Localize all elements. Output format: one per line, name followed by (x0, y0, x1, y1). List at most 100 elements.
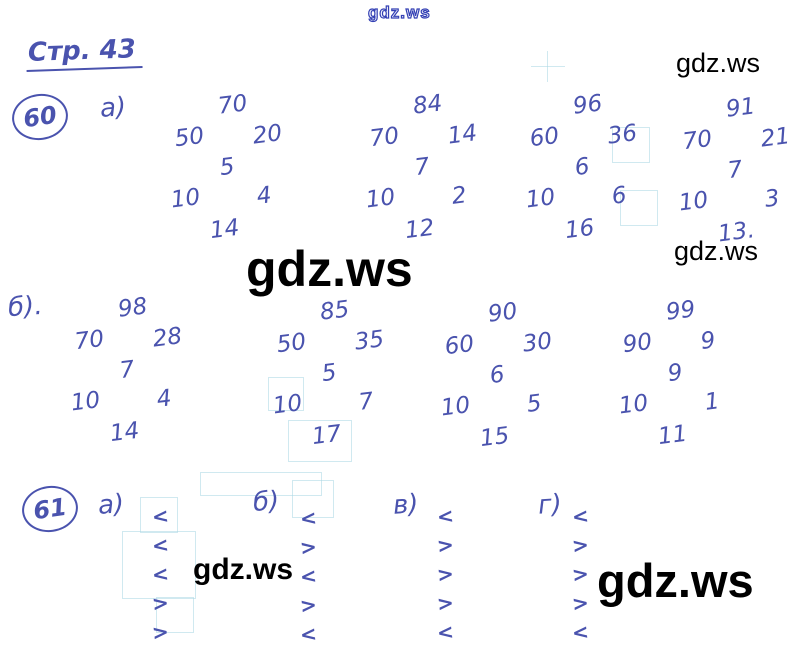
grid-fragment (156, 597, 194, 633)
exercise-61-col-g-label: г) (536, 489, 563, 521)
tree-top-number: 96 (571, 90, 604, 120)
tree-bottom-number: 15 (478, 422, 511, 453)
comparison-column-g: < > > > < (570, 502, 590, 647)
tree-left-addend: 10 (524, 184, 557, 214)
number-tree: 90 60 30 6 10 5 15 (427, 297, 582, 460)
grid-fragment (122, 531, 196, 599)
tree-left-addend: 10 (617, 390, 650, 420)
comparison-sign: < (570, 619, 590, 645)
watermark-top-center: gdz.ws (367, 2, 431, 22)
comparison-sign: > (435, 590, 455, 616)
tree-right-addend: 28 (151, 323, 184, 353)
watermark-middle-left: gdz.ws (246, 241, 413, 297)
comparison-sign: > (570, 532, 590, 558)
tree-left-addend: 50 (275, 328, 308, 359)
comparison-sign: < (435, 503, 455, 529)
tree-left-addend: 70 (368, 122, 401, 153)
tree-middle-number: 7 (726, 156, 745, 185)
number-tree: 70 50 20 5 10 4 14 (157, 89, 312, 252)
tree-right-addend: 4 (155, 385, 174, 413)
tree-middle-number: 9 (666, 359, 685, 388)
comparison-column-a: < < < > > (150, 502, 170, 647)
grid-fragment (531, 66, 565, 67)
exercise-61-col-a-label: а) (96, 489, 126, 521)
comparison-column-v: < > > > < (435, 502, 455, 647)
tree-right-addend: 36 (606, 120, 639, 150)
watermark-bottom-left: gdz.ws (193, 553, 294, 586)
comparison-sign: > (298, 534, 318, 560)
tree-bottom-number: 12 (403, 214, 436, 245)
tree-left-addend: 10 (364, 184, 397, 214)
number-tree: 96 60 36 6 10 6 16 (512, 89, 667, 252)
grid-fragment (620, 190, 658, 226)
tree-top-number: 99 (664, 296, 697, 326)
comparison-sign: > (435, 532, 455, 558)
tree-right-addend: 4 (255, 182, 274, 210)
grid-fragment (200, 472, 322, 496)
tree-left-addend: 10 (69, 387, 102, 417)
exercise-61-number: 61 (19, 482, 81, 536)
tree-right-addend: 35 (353, 326, 386, 356)
comparison-sign: > (150, 619, 170, 645)
grid-fragment (612, 127, 650, 163)
watermark-middle-right: gdz.ws (674, 236, 759, 266)
tree-bottom-number: 11 (656, 420, 689, 451)
comparison-sign: > (298, 592, 318, 618)
tree-right-addend: 21 (759, 123, 792, 153)
number-tree: 84 70 14 7 10 2 12 (352, 89, 507, 252)
tree-right-addend: 30 (521, 328, 554, 358)
grid-fragment (547, 51, 548, 82)
tree-middle-number: 5 (320, 359, 339, 388)
tree-right-addend: 6 (610, 182, 629, 210)
tree-right-addend: 7 (357, 388, 376, 416)
tree-right-addend: 20 (251, 120, 284, 150)
tree-right-addend: 3 (763, 185, 782, 213)
watermark-top-right: gdz.ws (676, 48, 761, 78)
page-title: Стр. 43 (25, 33, 143, 73)
tree-bottom-number: 16 (563, 214, 596, 245)
exercise-60-row-b-label: б). (6, 290, 44, 324)
tree-bottom-number: 14 (108, 417, 141, 448)
comparison-sign: < (298, 563, 318, 589)
tree-top-number: 98 (116, 293, 149, 323)
comparison-sign: < (150, 561, 170, 587)
tree-left-addend: 10 (677, 187, 710, 217)
tree-middle-number: 6 (573, 153, 592, 182)
comparison-sign: > (435, 561, 455, 587)
comparison-sign: < (298, 505, 318, 531)
tree-top-number: 90 (486, 298, 519, 328)
comparison-sign: > (570, 590, 590, 616)
exercise-60-row-a-label: а) (98, 92, 128, 124)
tree-left-addend: 10 (439, 392, 472, 422)
grid-fragment (268, 377, 304, 411)
tree-right-addend: 2 (450, 182, 469, 210)
comparison-column-b: < > < > < (298, 504, 318, 649)
tree-top-number: 84 (411, 90, 444, 120)
tree-right-addend: 1 (703, 388, 722, 416)
comparison-sign: < (435, 619, 455, 645)
comparison-sign: < (570, 503, 590, 529)
exercise-61-col-b-label: б) (251, 486, 281, 518)
tree-middle-number: 7 (413, 153, 432, 182)
tree-middle-number: 7 (118, 356, 137, 385)
tree-left-addend: 90 (621, 328, 654, 359)
number-tree: 85 50 35 5 10 7 17 (259, 295, 414, 458)
tree-middle-number: 5 (218, 153, 237, 182)
tree-right-addend: 5 (525, 390, 544, 418)
tree-top-number: 91 (724, 93, 757, 123)
tree-middle-number: 6 (488, 361, 507, 390)
tree-left-addend: 50 (173, 122, 206, 153)
comparison-sign: > (570, 561, 590, 587)
number-tree: 98 70 28 7 10 4 14 (57, 292, 212, 455)
tree-top-number: 85 (318, 296, 351, 326)
comparison-sign: < (150, 532, 170, 558)
grid-fragment (140, 497, 178, 533)
tree-right-addend: 9 (699, 327, 717, 355)
grid-fragment (288, 420, 352, 462)
tree-left-addend: 70 (73, 325, 106, 356)
tree-bottom-number: 17 (310, 420, 343, 451)
number-tree: 99 90 9 9 10 1 11 (605, 295, 760, 458)
comparison-sign: < (298, 621, 318, 647)
tree-left-addend: 60 (528, 122, 561, 153)
tree-left-addend: 10 (169, 184, 202, 214)
